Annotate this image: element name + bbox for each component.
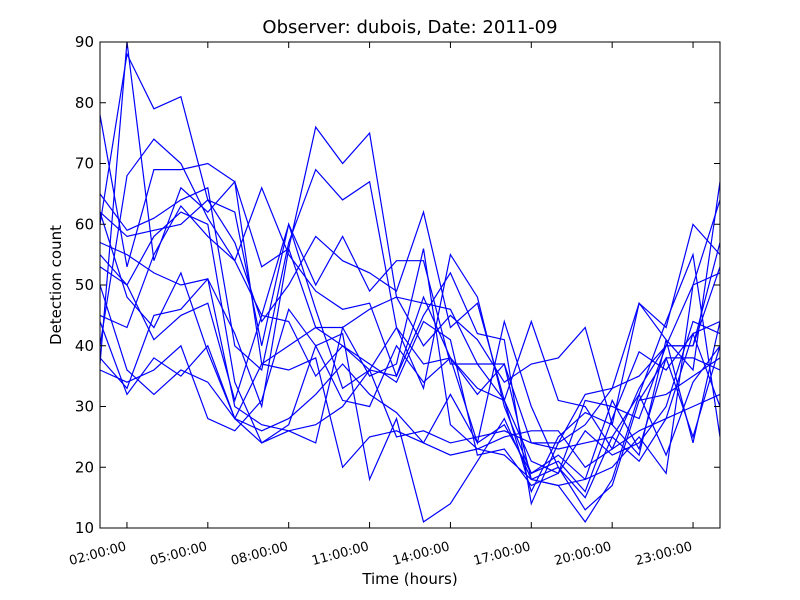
plot-series [99,41,721,523]
chart-title: Observer: dubois, Date: 2011-09 [262,17,557,38]
y-tick-label: 30 [75,398,94,416]
x-axis: 02:00:00 05:00:00 08:00:00 11:00:00 14:00:00… [68,42,694,569]
series-line-2 [99,52,721,475]
x-tick-label: 17:00:00 [472,539,532,569]
y-tick-label: 60 [75,215,94,233]
series-line-5 [99,198,721,451]
series-line-10 [99,266,721,511]
series-line-9 [99,211,721,499]
y-tick-label: 20 [75,458,94,476]
series-line-15 [99,211,721,481]
x-axis-label: Time (hours) [361,570,457,588]
x-tick-label: 08:00:00 [229,539,289,569]
x-tick-label: 11:00:00 [310,539,370,569]
y-tick-label: 90 [75,33,94,51]
x-tick-label: 14:00:00 [391,539,451,569]
y-tick-label: 50 [75,276,94,294]
series-line-4 [99,114,721,425]
x-tick-label: 05:00:00 [149,539,209,569]
plot-frame [99,41,721,529]
y-axis-label: Detection count [47,225,65,345]
x-tick-label: 02:00:00 [68,539,128,569]
x-tick-label: 20:00:00 [553,539,613,569]
series-line-14 [99,284,721,469]
series-line-16 [638,357,721,401]
x-tick-label: 23:00:00 [634,539,694,569]
y-tick-label: 80 [75,94,94,112]
series-line-7 [99,248,721,487]
y-tick-label: 10 [75,519,94,537]
series-line-12 [99,248,721,487]
y-axis: 10 20 30 40 50 60 70 80 90 [75,33,720,537]
y-tick-label: 40 [75,337,94,355]
y-tick-label: 70 [75,155,94,173]
series-line-11 [99,241,721,463]
series-line-13 [99,307,721,523]
